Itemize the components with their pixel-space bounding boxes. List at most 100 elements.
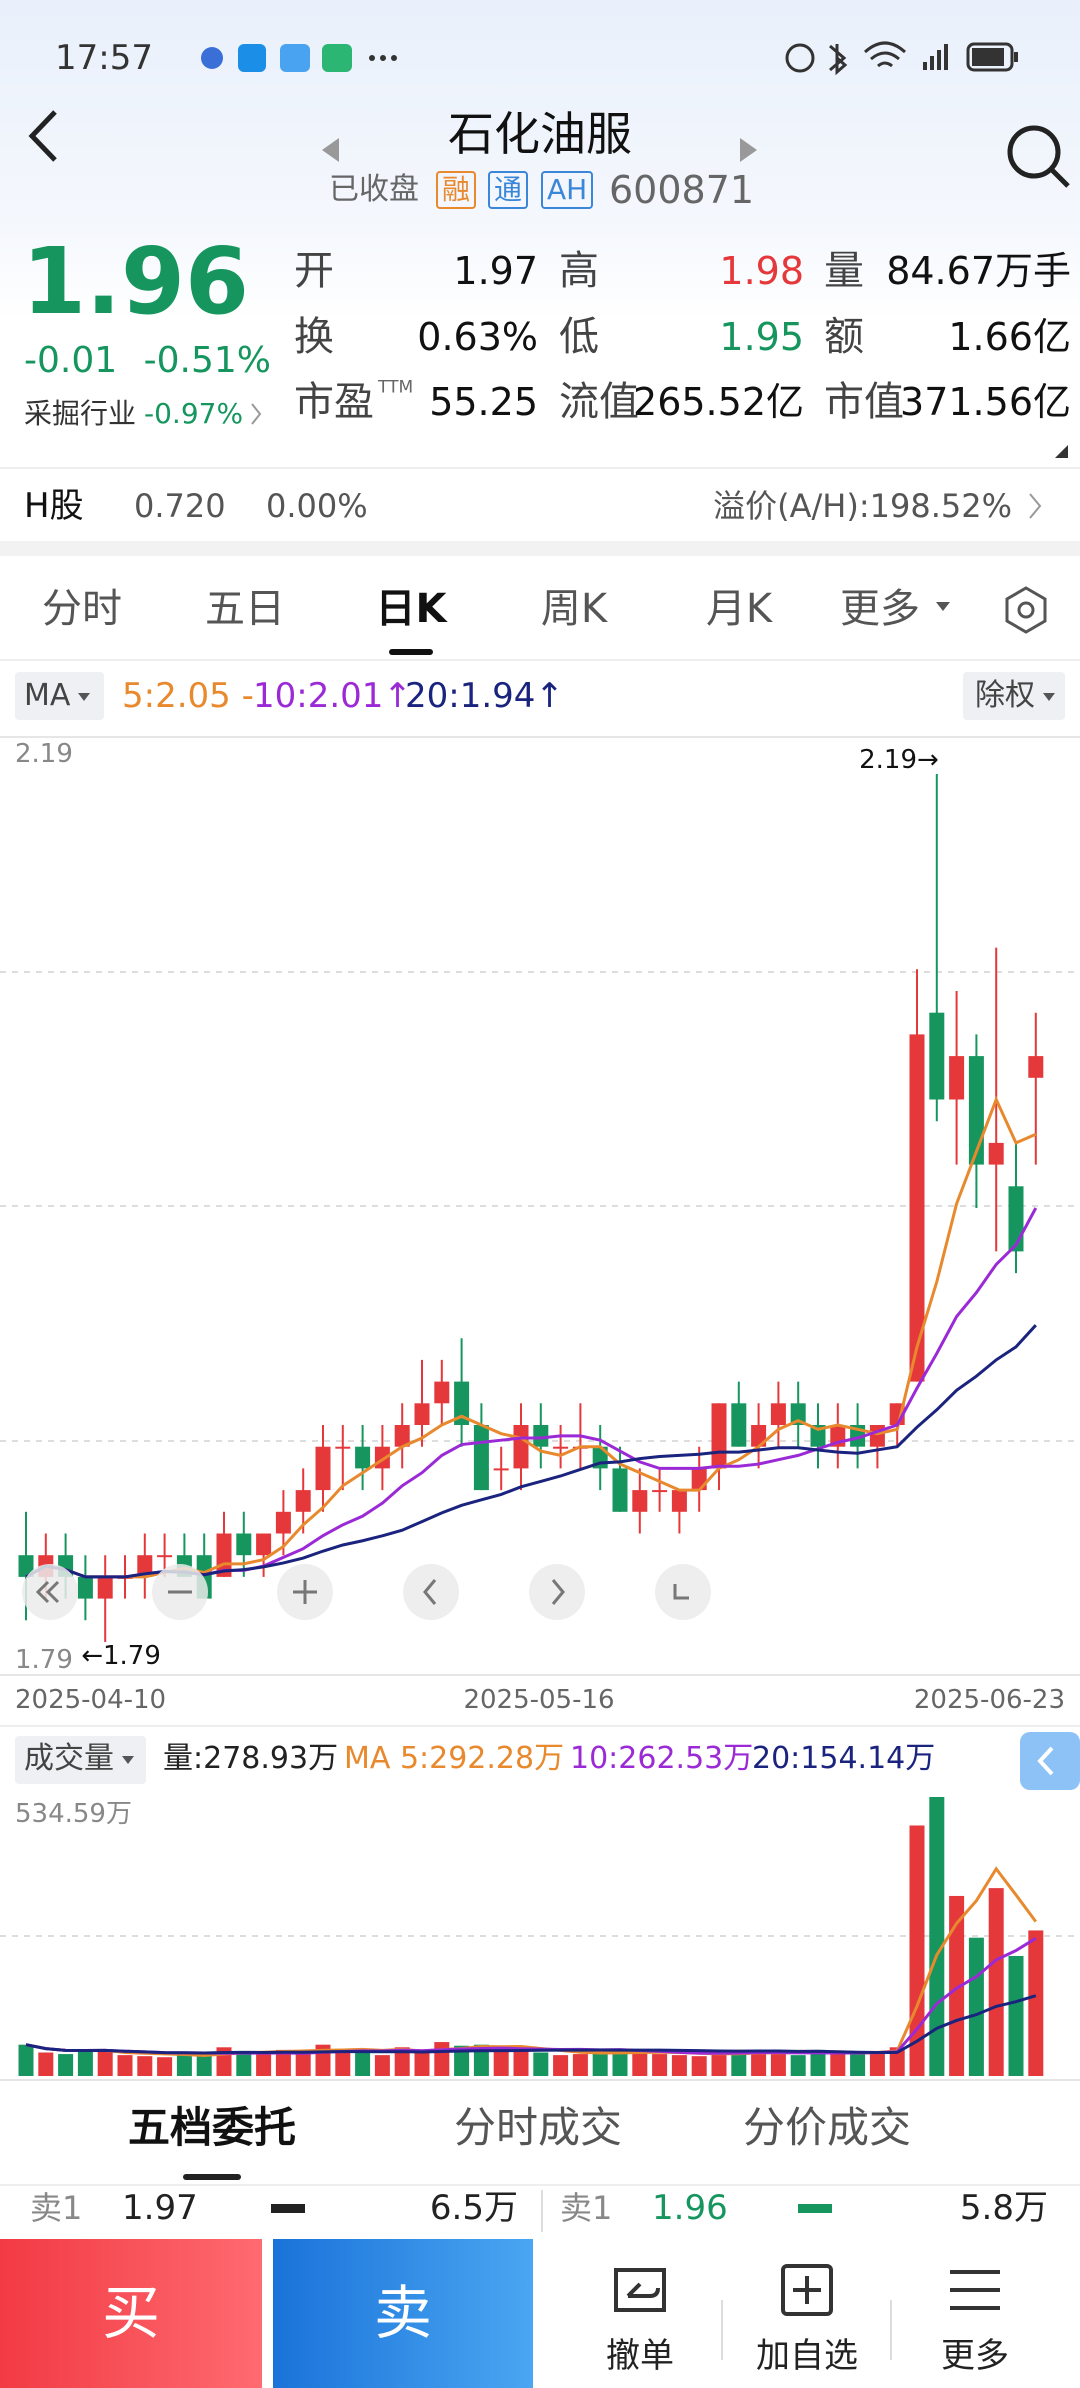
ask-bar [271, 2204, 305, 2213]
ma10-value: 10:2.01↑ [253, 676, 412, 716]
candle-body [414, 1403, 430, 1425]
detail-tab[interactable]: 分价成交 [742, 2103, 912, 2152]
volume-label: 成交量 [24, 1741, 114, 1776]
chart-control-icon [423, 1579, 437, 1605]
period-tab[interactable]: 更多 [840, 586, 920, 632]
candle-body [295, 1490, 311, 1512]
volume-bar [236, 2050, 252, 2076]
field-label: 市值 [824, 379, 904, 425]
field-label: 市盈 [294, 379, 374, 425]
ma-dropdown-icon [78, 693, 90, 701]
volume-bar [434, 2042, 450, 2076]
vol-ma10-line [25, 1937, 1037, 2055]
candle-body [770, 1403, 786, 1425]
h-share-label: H股 [24, 486, 84, 526]
ma-label: MA [24, 678, 71, 713]
chart-control[interactable] [655, 1564, 711, 1620]
candle-body [77, 1576, 93, 1599]
period-tab[interactable]: 月K [705, 586, 773, 632]
volume-bar [473, 2044, 489, 2076]
collapse-tab[interactable] [1020, 1732, 1080, 1790]
stock-code: 600871 [609, 168, 755, 212]
volume-bar [869, 2050, 885, 2076]
candle-body [751, 1425, 767, 1447]
ma-selector[interactable] [15, 672, 104, 720]
volume-bar [275, 2049, 291, 2076]
volume-bar [612, 2049, 628, 2076]
volume-bar [374, 2055, 390, 2076]
field-value: 1.66亿 [948, 315, 1071, 359]
buy-label[interactable]: 买 [101, 2279, 161, 2347]
volume-bar [335, 2048, 351, 2076]
volume-bar [711, 2052, 727, 2076]
vol-ma20-line [25, 1994, 1037, 2055]
industry-name[interactable]: 采掘行业 [24, 397, 137, 430]
badge: 通 [488, 171, 529, 209]
low-annotation: ←1.79 [81, 1641, 161, 1671]
candle-body [97, 1576, 113, 1599]
chart-control[interactable] [529, 1564, 585, 1620]
period-tab[interactable]: 周K [540, 586, 608, 632]
field-value: 55.25 [429, 380, 538, 424]
chart-control[interactable] [403, 1564, 459, 1620]
candle-body [652, 1490, 668, 1493]
action-label[interactable]: 撤单 [606, 2336, 674, 2376]
x-date-label: 2025-04-10 [15, 1685, 167, 1715]
detail-tab[interactable]: 五档委托 [127, 2103, 297, 2152]
volume-bar [949, 1895, 965, 2076]
next-stock-icon[interactable] [740, 138, 757, 162]
collapse-icon [1037, 1746, 1054, 1776]
volume-bar [889, 2047, 905, 2076]
field-label-sup: TTM [378, 377, 414, 398]
sell-label[interactable]: 卖 [373, 2279, 433, 2347]
adjust-selector[interactable] [963, 672, 1065, 720]
x-date-label: 2025-06-23 [913, 1685, 1065, 1715]
industry-chevron [251, 403, 262, 425]
order-volume: 5.8万 [959, 2188, 1048, 2228]
candle-body [988, 1142, 1004, 1165]
period-tab[interactable]: 分时 [42, 586, 122, 632]
detail-tab[interactable]: 分时成交 [453, 2103, 623, 2152]
settings-icon[interactable] [1005, 586, 1047, 634]
field-label: 换 [294, 314, 334, 360]
premium-chevron [1029, 493, 1042, 519]
candle-body [731, 1403, 747, 1447]
order-level: 卖1 [30, 2189, 83, 2227]
order-volume: 6.5万 [429, 2188, 518, 2228]
volume-value: 量:278.93万 [163, 1741, 339, 1776]
chart-control-icon [551, 1579, 565, 1605]
volume-bar [355, 2050, 371, 2076]
market-status: 已收盘 [329, 172, 419, 207]
candle-body [18, 1555, 34, 1577]
prev-stock-icon[interactable] [322, 138, 339, 162]
tab-indicator [389, 649, 433, 655]
candle-body [632, 1490, 648, 1512]
chart-control-icon [293, 1580, 317, 1604]
search-icon[interactable] [1007, 125, 1070, 188]
order-price: 1.96 [652, 2188, 728, 2228]
action-label[interactable]: 更多 [941, 2336, 1009, 2376]
candle-body [275, 1511, 291, 1534]
volume-bar [295, 2052, 311, 2076]
volume-selector[interactable] [15, 1736, 146, 1784]
buy-button[interactable] [0, 2239, 262, 2388]
field-label: 量 [824, 248, 864, 294]
volume-bar [38, 2052, 54, 2076]
action-label[interactable]: 加自选 [756, 2336, 858, 2376]
period-tab[interactable]: 五日 [205, 586, 285, 632]
y-min-label: 1.79 [15, 1645, 73, 1675]
ah-premium[interactable]: 溢价(A/H):198.52% [713, 487, 1012, 525]
volume-bar [652, 2054, 668, 2076]
candle-body [711, 1403, 727, 1469]
volume-bar [850, 2054, 866, 2076]
volume-bar [691, 2056, 707, 2076]
back-icon[interactable] [28, 110, 57, 162]
candle-body [335, 1446, 351, 1449]
bid-bar [798, 2204, 832, 2213]
vol-ma5: MA 5:292.28万 [344, 1741, 565, 1776]
sell-button[interactable] [273, 2239, 533, 2388]
expand-icon[interactable] [1055, 445, 1068, 458]
period-tab[interactable]: 日K [375, 586, 447, 632]
candle-body [355, 1446, 371, 1469]
